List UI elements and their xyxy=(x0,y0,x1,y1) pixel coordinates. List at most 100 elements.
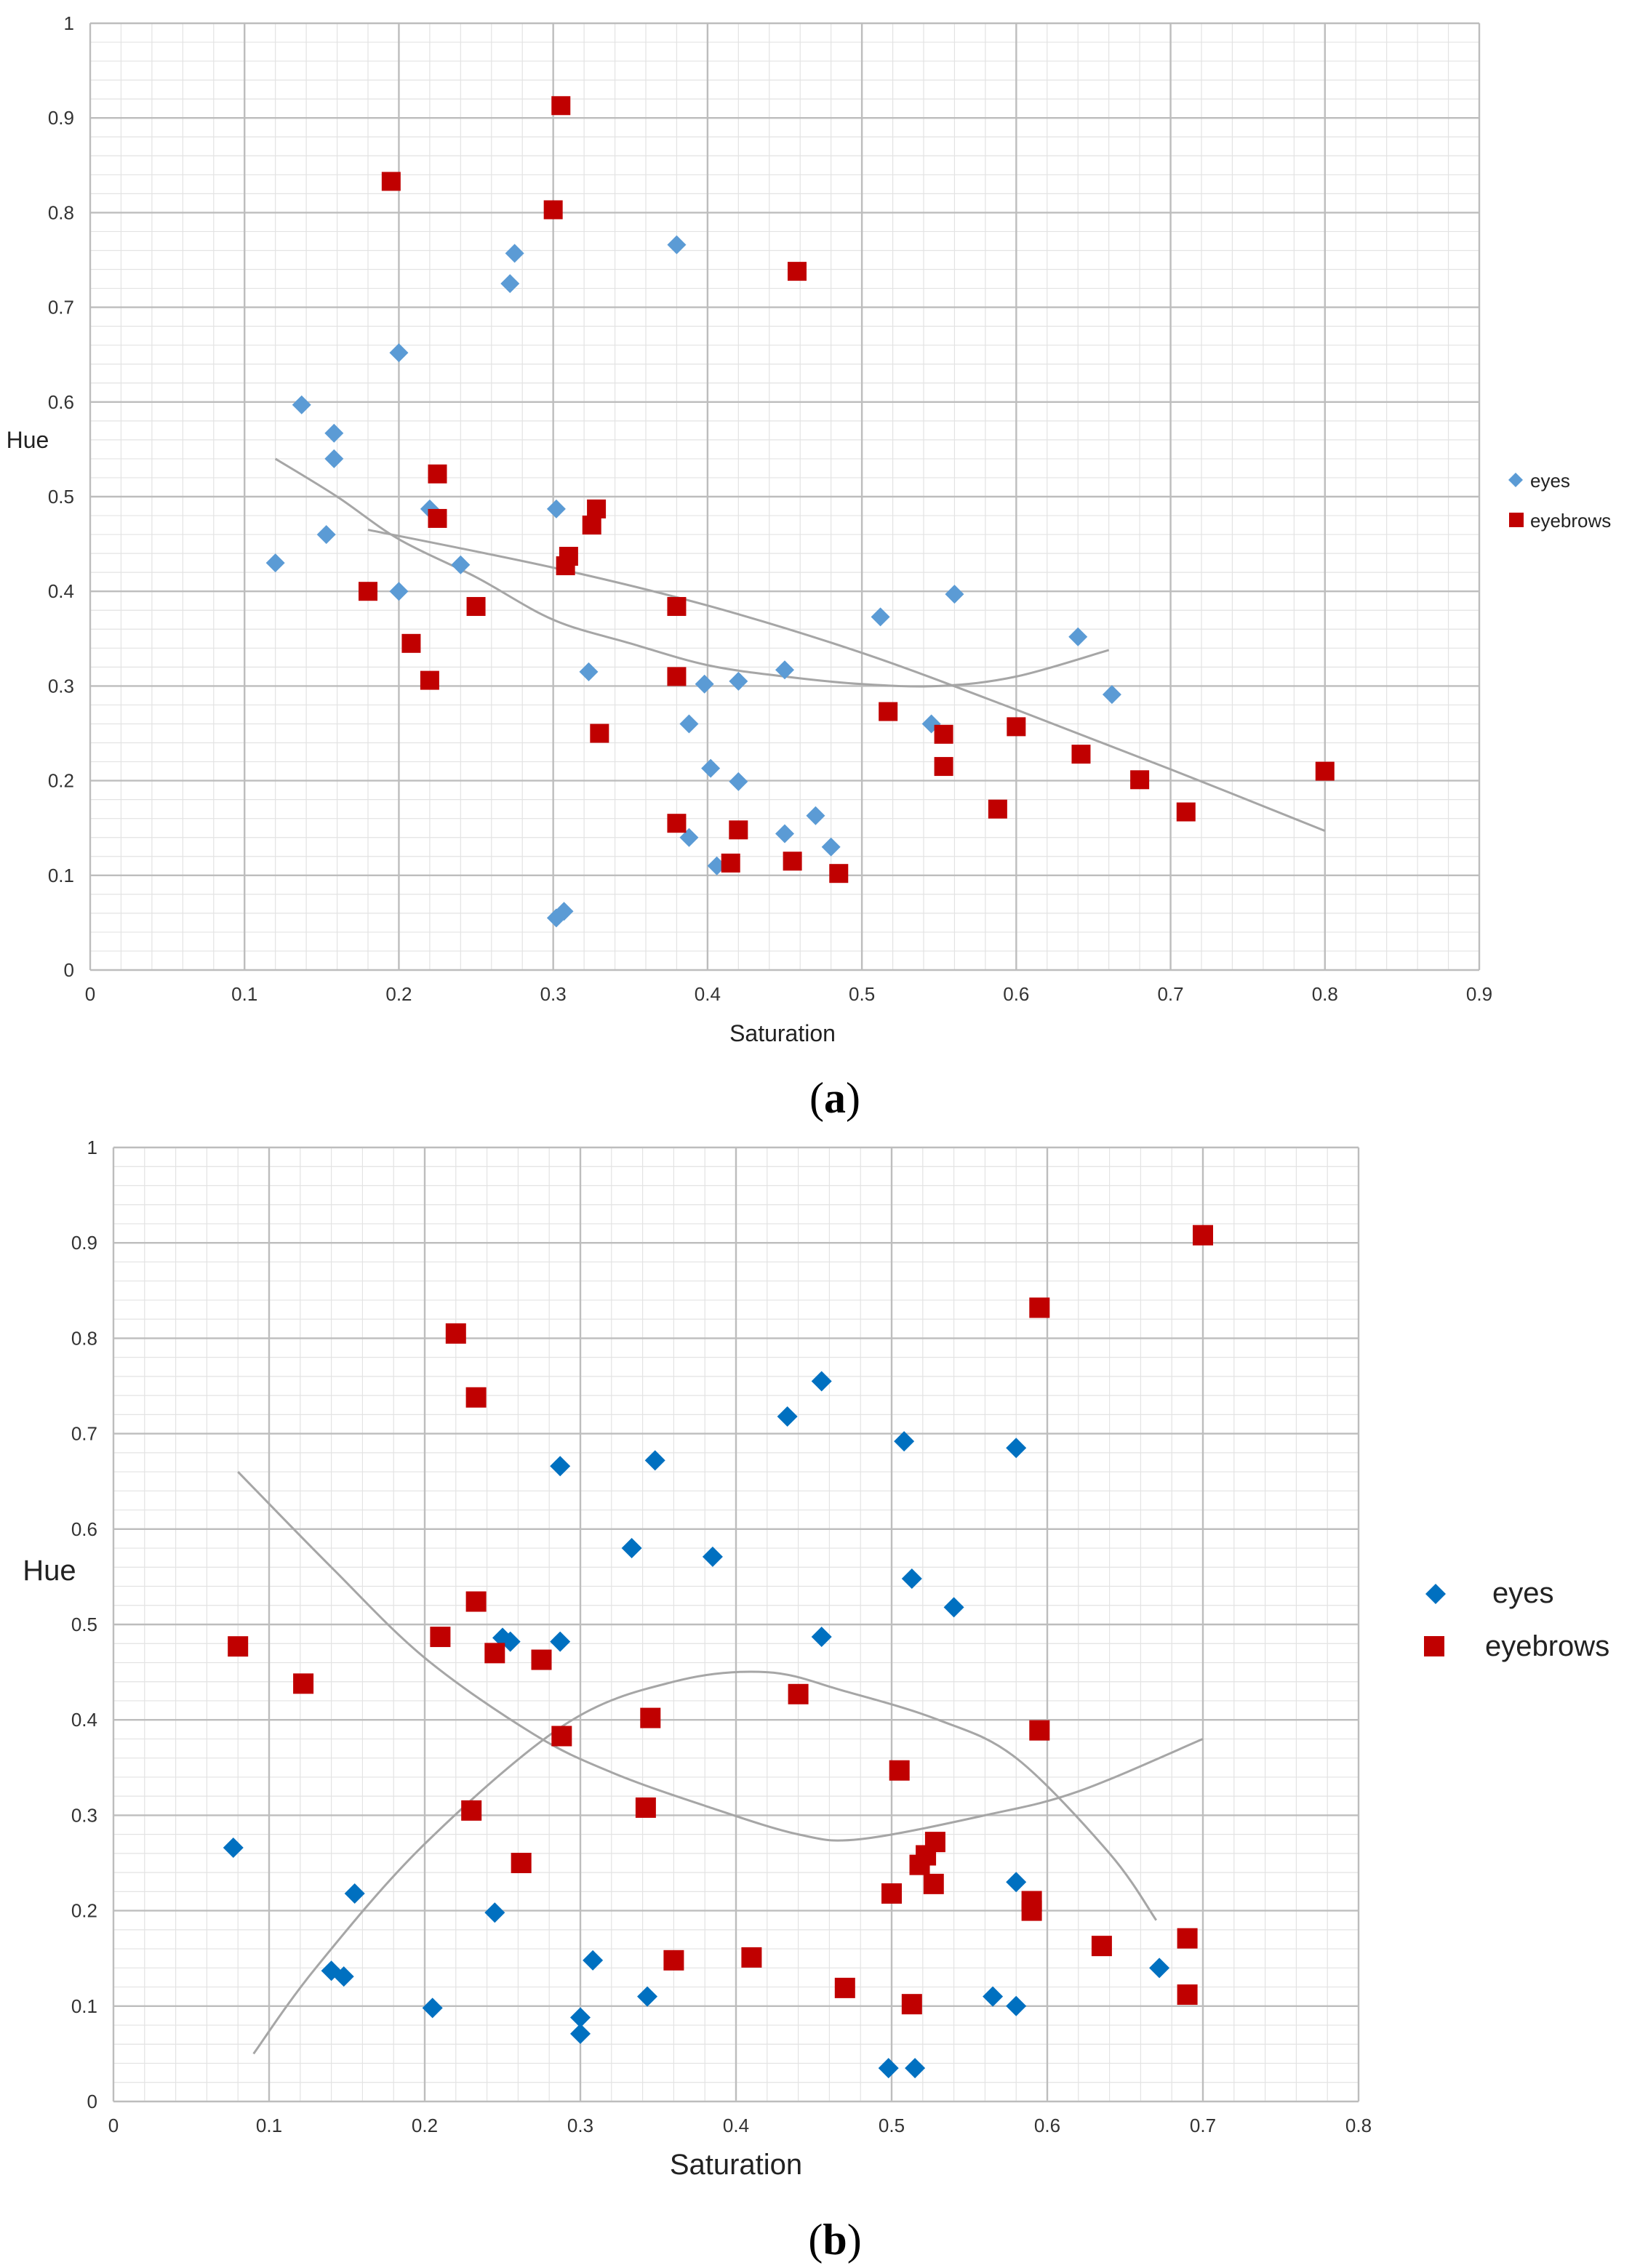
x-tick-label: 0.7 xyxy=(1190,2115,1216,2136)
eyebrows-point-b xyxy=(1177,1984,1198,2005)
y-tick-label: 0.9 xyxy=(71,1232,97,1254)
eyes-point-b xyxy=(1006,1995,1027,2016)
legend-eyes-label-a: eyes xyxy=(1530,470,1570,492)
eyebrows-point-b xyxy=(461,1800,482,1821)
eyebrows-point-a xyxy=(787,262,807,281)
eyebrows-point-b xyxy=(1091,1936,1112,1957)
eyes-point-a xyxy=(554,902,574,921)
eyebrows-point-b xyxy=(741,1947,762,1968)
y-tick-labels-a: 0 0.1 0.2 0.3 0.4 0.5 0.6 0.7 0.8 0.9 1 xyxy=(48,12,74,981)
legend-eyes-marker-b xyxy=(1425,1584,1446,1604)
y-tick-label: 1 xyxy=(64,12,74,34)
x-tick-label: 0.9 xyxy=(1466,983,1492,1005)
x-tick-label: 0 xyxy=(85,983,95,1005)
eyebrows-point-b xyxy=(640,1707,661,1728)
trend-curves-a xyxy=(274,457,1326,833)
y-tick-label: 0.1 xyxy=(71,1995,97,2017)
y-tick-label: 1 xyxy=(87,1137,97,1158)
x-tick-label: 0.6 xyxy=(1034,2115,1060,2136)
eyes-point-a xyxy=(389,582,409,601)
y-tick-label: 0 xyxy=(87,2091,97,2112)
eyes-point-a xyxy=(451,555,471,574)
eyes-point-b xyxy=(777,1406,798,1427)
y-tick-label: 0.1 xyxy=(48,865,74,886)
x-tick-label: 0.1 xyxy=(256,2115,282,2136)
eyebrows-point-b xyxy=(889,1760,910,1781)
eyes-point-a xyxy=(324,449,344,468)
eyes-point-a xyxy=(701,758,721,778)
eyes-point-a xyxy=(292,395,311,414)
eyes-point-b xyxy=(550,1631,571,1652)
x-tick-label: 0 xyxy=(108,2115,119,2136)
eyes-point-a xyxy=(505,244,524,263)
eyebrows-point-a xyxy=(551,96,571,116)
eyebrows-point-b xyxy=(788,1683,809,1704)
eyebrows-point-a xyxy=(556,556,575,576)
eyes-point-a xyxy=(667,235,687,255)
eyes-point-a xyxy=(821,837,841,857)
y-axis-label-b: Hue xyxy=(23,1555,76,1587)
y-tick-label: 0.8 xyxy=(48,201,74,223)
x-tick-label: 0.3 xyxy=(540,983,567,1005)
eyebrows-point-a xyxy=(879,702,898,721)
eyes-point-a xyxy=(695,674,714,694)
eyes-point-b xyxy=(1006,1872,1027,1893)
eyebrows-point-b xyxy=(531,1649,552,1670)
trend-curves-b xyxy=(237,1471,1204,2055)
y-tick-label: 0.6 xyxy=(71,1518,97,1540)
eyes-point-b xyxy=(570,2007,591,2028)
eyes-point-a xyxy=(679,714,699,734)
eyebrows-point-b xyxy=(445,1323,466,1344)
eyes-point-b xyxy=(901,1568,922,1590)
eyes-point-a xyxy=(871,607,890,627)
eyebrows-point-a xyxy=(420,670,439,690)
eyes-point-b xyxy=(333,1966,354,1987)
eyes-point-b xyxy=(223,1838,244,1859)
eyes-point-a xyxy=(265,553,285,573)
eyebrows-point-a xyxy=(582,516,601,535)
trend-curve-eyebrows-a xyxy=(367,529,1326,833)
eyebrows-point-a xyxy=(428,464,447,484)
eyebrows-point-a xyxy=(590,724,609,743)
eyebrows-point-b xyxy=(663,1950,684,1971)
eyebrows-point-b xyxy=(228,1636,249,1657)
eyebrows-point-a xyxy=(667,814,687,833)
x-tick-label: 0.1 xyxy=(231,983,257,1005)
eyes-point-a xyxy=(806,806,825,825)
eyebrows-point-b xyxy=(1029,1720,1050,1741)
eyes-point-b xyxy=(811,1371,832,1392)
eyes-point-a xyxy=(316,525,336,545)
major-grid-a xyxy=(89,22,1481,971)
eyebrows-point-b xyxy=(430,1627,451,1648)
x-tick-labels-a: 0 0.1 0.2 0.3 0.4 0.5 0.6 0.7 0.8 0.9 xyxy=(85,983,1492,1005)
x-tick-label: 0.7 xyxy=(1157,983,1183,1005)
eyes-point-a xyxy=(775,660,794,680)
y-tick-label: 0.7 xyxy=(71,1423,97,1445)
eyes-point-b xyxy=(344,1883,365,1904)
eyes-point-b xyxy=(1149,1958,1170,1979)
eyes-point-b xyxy=(905,2058,926,2079)
eyes-point-a xyxy=(729,772,748,791)
eyebrows-point-a xyxy=(359,582,377,601)
y-tick-label: 0.2 xyxy=(48,770,74,792)
eyes-point-b xyxy=(894,1431,915,1452)
eyebrows-point-b xyxy=(924,1832,945,1853)
y-tick-label: 0.7 xyxy=(48,297,74,318)
legend-a: eyes eyebrows xyxy=(1508,470,1611,532)
x-tick-label: 0.5 xyxy=(879,2115,905,2136)
eyebrows-point-a xyxy=(1071,745,1091,764)
eyes-point-a xyxy=(500,274,520,294)
x-tick-labels-b: 0 0.1 0.2 0.3 0.4 0.5 0.6 0.7 0.8 xyxy=(108,2115,1372,2136)
eyebrows-point-a xyxy=(428,508,447,528)
eyebrows-point-b xyxy=(465,1387,487,1408)
eyebrows-point-b xyxy=(1029,1297,1050,1318)
eyebrows-point-b xyxy=(1177,1928,1198,1949)
eyes-point-a xyxy=(389,343,409,363)
chart-panel-b: 0 0.1 0.2 0.3 0.4 0.5 0.6 0.7 0.8 00.10.20.30.40… xyxy=(23,1137,1609,2264)
eyebrows-point-a xyxy=(729,820,748,840)
legend-eyebrows-label-a: eyebrows xyxy=(1530,510,1611,532)
y-tick-label: 0.6 xyxy=(48,391,74,413)
y-tick-label: 0 xyxy=(64,959,74,981)
eyes-point-b xyxy=(1006,1438,1027,1459)
x-tick-label: 0.5 xyxy=(849,983,875,1005)
